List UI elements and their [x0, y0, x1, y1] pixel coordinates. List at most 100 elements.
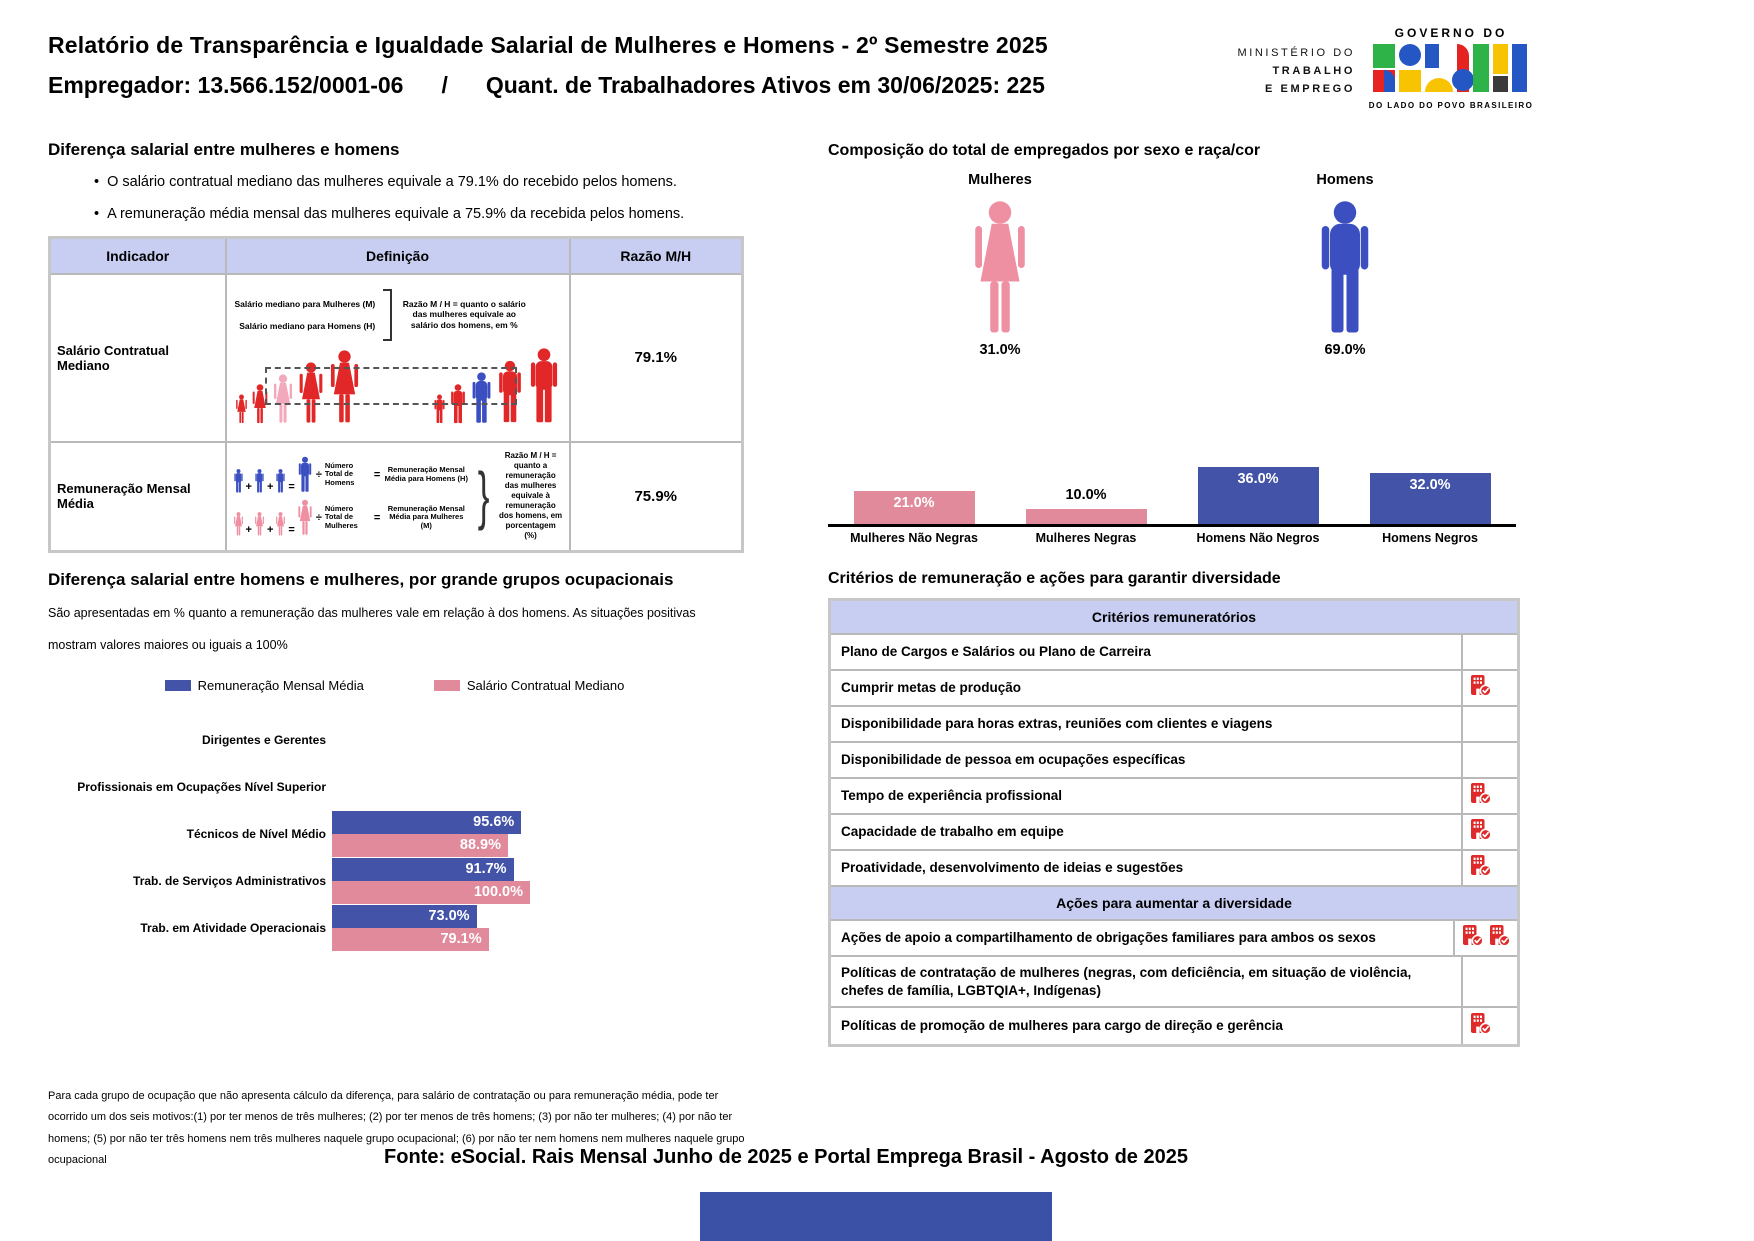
plus-sign: +: [245, 481, 252, 494]
composition-category-label: Mulheres Não Negras: [850, 531, 978, 545]
active-workers-count: Quant. de Trabalhadores Ativos em 30/06/…: [485, 72, 1045, 98]
occupational-bar: 79.1%: [332, 927, 489, 951]
building-check-icon: [1469, 818, 1492, 846]
indicator-name: Salário Contratual Mediano: [48, 272, 227, 443]
legend-item: Salário Contratual Mediano: [433, 678, 625, 693]
bullet-dot: •: [94, 206, 100, 222]
criteria-row: Políticas de promoção de mulheres para c…: [831, 1008, 1517, 1045]
table-row-median: Salário Contratual Mediano Salário media…: [48, 272, 744, 443]
legend-label: Remuneração Mensal Média: [197, 678, 364, 693]
men-sum-figures: + + =: [233, 456, 313, 493]
occupational-chart-row: Profissionais em Ocupações Nível Superio…: [48, 763, 748, 810]
table-row-mean: Remuneração Mensal Média + +: [48, 440, 744, 553]
section-title-salary-diff: Diferença salarial entre mulheres e home…: [48, 140, 400, 159]
occupational-category-label: Profissionais em Ocupações Nível Superio…: [77, 779, 326, 794]
occupational-bar-value: 95.6%: [473, 814, 515, 830]
small-woman-icon: [272, 374, 294, 429]
criteria-row: Proatividade, desenvolvimento de ideias …: [831, 851, 1517, 887]
col-header-definicao: Definição: [224, 236, 571, 275]
mean-ratio-note: Razão M / H = quanto a remuneração das m…: [499, 451, 563, 541]
composition-bar-chart: 21.0% 10.0% 36.0% 32.0%: [828, 438, 1516, 525]
occupational-bar-value: 100.0%: [473, 884, 523, 900]
plus-sign: +: [245, 524, 252, 537]
composition-bar: [1025, 508, 1147, 525]
median-dashed-box: [264, 366, 517, 405]
criteria-label: Cumprir metas de produção: [831, 671, 1463, 705]
bullet-dot: •: [94, 174, 100, 190]
criteria-icon-cell: [1463, 1008, 1517, 1044]
composition-category-label: Homens Negros: [1382, 531, 1478, 545]
composition-bar-slot: 10.0%: [1000, 438, 1172, 525]
occupational-category-label: Dirigentes e Gerentes: [201, 732, 326, 747]
men-total-label: Número Total de Homens: [324, 460, 355, 488]
employer-line: Empregador: 13.566.152/0001-06 / Quant. …: [48, 72, 1045, 99]
criteria-label: Capacidade de trabalho em equipe: [831, 815, 1463, 849]
occupational-chart-row: Dirigentes e Gerentes: [48, 716, 748, 763]
section-title-criteria: Critérios de remuneração e ações para ga…: [828, 570, 1281, 587]
ministry-wordmark: MINISTÉRIO DO TRABALHO E EMPREGO: [1237, 47, 1355, 95]
col-header-indicador: Indicador: [48, 236, 227, 275]
women-total-label: Número Total de Mulheres: [324, 503, 358, 531]
building-check-icon: [1469, 782, 1492, 810]
footer-blue-bar: [700, 1192, 1052, 1241]
gov-brasil-logo: GOVERNO DO DO LADO DO POVO BRASILEIRO: [1366, 26, 1536, 110]
occupational-bar-stack: 91.7% 100.0%: [332, 857, 530, 904]
divide-sign: ÷: [315, 511, 322, 524]
criteria-label: Disponibilidade para horas extras, reuni…: [831, 707, 1463, 741]
indicator-table-header-row: Indicador Definição Razão M/H: [48, 236, 744, 275]
composition-category-labels: Mulheres Não Negras Mulheres Negras Homens…: [828, 531, 1516, 545]
criteria-label: Plano de Cargos e Salários ou Plano de C…: [831, 635, 1463, 669]
plus-sign: =: [288, 481, 295, 494]
occupational-bar-value: 73.0%: [428, 908, 470, 924]
criteria-icon-cell: [1463, 779, 1517, 813]
small-woman-icon: [251, 383, 269, 429]
composition-bar-slot: 36.0%: [1172, 438, 1344, 525]
man-pictogram-icon: [1315, 200, 1375, 341]
legend-swatch: [164, 680, 191, 691]
criteria-icon-cell: [1463, 707, 1517, 741]
employer-id: Empregador: 13.566.152/0001-06: [48, 72, 404, 98]
criteria-section-header: Ações para aumentar a diversidade: [831, 887, 1517, 921]
occupational-bar: 100.0%: [332, 880, 530, 904]
small-man-icon: [496, 360, 524, 429]
occupational-bar-chart: Dirigentes e Gerentes Profissionais em Oc…: [48, 716, 748, 951]
occupational-bar-stack: 95.6% 88.9%: [332, 810, 522, 857]
women-group-label: Mulheres: [968, 172, 1032, 188]
small-man-icon: [449, 383, 467, 429]
occupational-chart-row: Trab. em Atividade Operacionais 73.0% 79.1…: [48, 904, 748, 951]
ratio-value-mean: 75.9%: [568, 440, 744, 553]
women-percentage: 31.0%: [979, 342, 1021, 358]
occupational-footnote: Para cada grupo de ocupação que não apre…: [48, 1090, 745, 1167]
curly-brace: }: [478, 459, 490, 532]
criteria-label: Políticas de promoção de mulheres para c…: [831, 1008, 1463, 1045]
brasil-logo-icon: [1373, 44, 1527, 92]
men-group-label: Homens: [1316, 172, 1374, 188]
occupational-bar: 91.7%: [332, 857, 514, 881]
occupational-category-label: Trab. em Atividade Operacionais: [140, 920, 326, 935]
indicator-name: Remuneração Mensal Média: [48, 440, 227, 553]
composition-category-label: Homens Não Negros: [1196, 531, 1320, 545]
criteria-label: Disponibilidade de pessoa em ocupações e…: [831, 743, 1463, 777]
section-title-occupational: Diferença salarial entre homens e mulher…: [48, 570, 674, 589]
bullet-mean-salary: • A remuneração média mensal das mulhere…: [94, 206, 685, 222]
occupational-chart-row: Trab. de Serviços Administrativos 91.7% 10…: [48, 857, 748, 904]
median-definition-diagram: Salário mediano para Mulheres (M) Salári…: [227, 283, 569, 433]
gov-logo-tagline: DO LADO DO POVO BRASILEIRO: [1368, 101, 1534, 110]
criteria-icon-cell: [1463, 957, 1517, 1006]
criteria-row: Disponibilidade de pessoa em ocupações e…: [831, 743, 1517, 779]
source-note: Fonte: eSocial. Rais Mensal Junho de 202…: [384, 1146, 1188, 1168]
criteria-row: Plano de Cargos e Salários ou Plano de C…: [831, 635, 1517, 671]
women-figures-group: [235, 349, 361, 429]
occupational-bar-value: 91.7%: [465, 861, 507, 877]
occupational-chart-row: Técnicos de Nível Médio 95.6% 88.9%: [48, 810, 748, 857]
bracket-shape: [383, 288, 393, 341]
occupational-category-label: Técnicos de Nível Médio: [186, 826, 326, 841]
equals-sign: =: [373, 468, 381, 481]
occupational-legend: Remuneração Mensal Média Salário Contratu…: [48, 678, 741, 693]
criteria-row: Cumprir metas de produção: [831, 671, 1517, 707]
col-header-razao: Razão M/H: [568, 236, 744, 275]
composition-category-label: Mulheres Negras: [1035, 531, 1137, 545]
small-man-icon: [527, 347, 561, 429]
composition-bar: 32.0%: [1369, 473, 1491, 525]
legend-label: Salário Contratual Mediano: [466, 678, 625, 693]
